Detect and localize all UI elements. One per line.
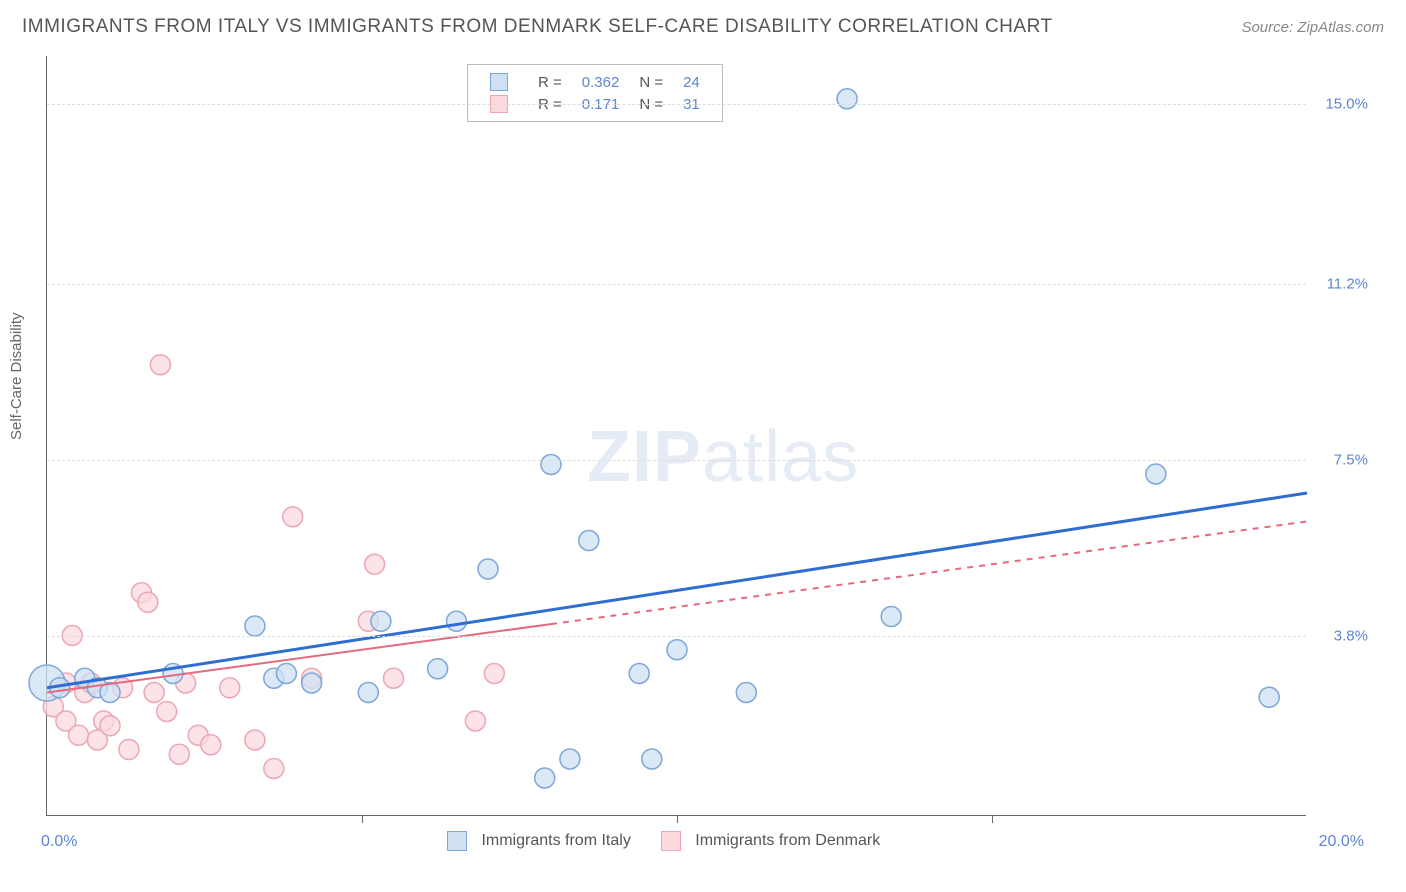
data-point-denmark bbox=[69, 725, 89, 745]
n-label: N = bbox=[629, 71, 673, 93]
y-tick-label: 11.2% bbox=[1327, 276, 1368, 293]
data-point-italy bbox=[535, 768, 555, 788]
data-point-italy bbox=[642, 749, 662, 769]
data-point-denmark bbox=[484, 664, 504, 684]
data-point-denmark bbox=[264, 759, 284, 779]
gridline bbox=[47, 284, 1306, 285]
gridline bbox=[47, 460, 1306, 461]
data-point-italy bbox=[302, 673, 322, 693]
data-point-italy bbox=[276, 664, 296, 684]
data-point-denmark bbox=[119, 740, 139, 760]
x-tick bbox=[992, 815, 993, 823]
data-point-italy bbox=[245, 616, 265, 636]
data-point-italy bbox=[447, 611, 467, 631]
data-point-italy bbox=[629, 664, 649, 684]
trendline-denmark bbox=[47, 624, 551, 692]
chart-plot-area: ZIPatlas R =0.362N =24R =0.171N =31 Immi… bbox=[46, 56, 1306, 816]
legend-item-italy: Immigrants from Italy bbox=[447, 831, 631, 851]
data-point-denmark bbox=[100, 716, 120, 736]
n-value: 24 bbox=[673, 71, 710, 93]
x-tick bbox=[677, 815, 678, 823]
data-point-denmark bbox=[169, 744, 189, 764]
x-axis-min-label: 0.0% bbox=[41, 833, 77, 851]
data-point-italy bbox=[428, 659, 448, 679]
legend-row-italy: R =0.362N =24 bbox=[480, 71, 710, 93]
x-axis-max-label: 20.0% bbox=[1319, 833, 1364, 851]
data-point-italy bbox=[371, 611, 391, 631]
correlation-legend-table: R =0.362N =24R =0.171N =31 bbox=[480, 71, 710, 115]
data-point-italy bbox=[1146, 464, 1166, 484]
data-point-italy bbox=[358, 683, 378, 703]
gridline bbox=[47, 636, 1306, 637]
swatch-denmark bbox=[661, 831, 681, 851]
scatter-plot-svg bbox=[47, 56, 1306, 815]
header: IMMIGRANTS FROM ITALY VS IMMIGRANTS FROM… bbox=[22, 16, 1384, 38]
legend-item-denmark: Immigrants from Denmark bbox=[661, 831, 880, 851]
gridline bbox=[47, 104, 1306, 105]
data-point-italy bbox=[837, 89, 857, 109]
legend-label: Immigrants from Denmark bbox=[695, 832, 880, 849]
x-tick bbox=[362, 815, 363, 823]
data-point-italy bbox=[541, 455, 561, 475]
data-point-italy bbox=[881, 607, 901, 627]
swatch-italy bbox=[490, 73, 508, 91]
data-point-italy bbox=[667, 640, 687, 660]
data-point-denmark bbox=[384, 668, 404, 688]
data-point-italy bbox=[478, 559, 498, 579]
data-point-denmark bbox=[245, 730, 265, 750]
data-point-italy bbox=[736, 683, 756, 703]
series-legend: Immigrants from Italy Immigrants from De… bbox=[447, 831, 880, 851]
data-point-denmark bbox=[138, 592, 158, 612]
data-point-italy bbox=[579, 531, 599, 551]
data-point-denmark bbox=[144, 683, 164, 703]
data-point-denmark bbox=[465, 711, 485, 731]
data-point-denmark bbox=[150, 355, 170, 375]
y-axis-label: Self-Care Disability bbox=[8, 312, 25, 440]
data-point-italy bbox=[560, 749, 580, 769]
chart-title: IMMIGRANTS FROM ITALY VS IMMIGRANTS FROM… bbox=[22, 16, 1053, 38]
y-tick-label: 15.0% bbox=[1325, 95, 1368, 112]
data-point-denmark bbox=[365, 554, 385, 574]
trendline-denmark-dashed bbox=[551, 522, 1307, 625]
r-value: 0.362 bbox=[572, 71, 630, 93]
data-point-denmark bbox=[220, 678, 240, 698]
data-point-denmark bbox=[283, 507, 303, 527]
data-point-italy bbox=[1259, 687, 1279, 707]
correlation-legend: R =0.362N =24R =0.171N =31 bbox=[467, 64, 723, 122]
y-tick-label: 7.5% bbox=[1334, 451, 1368, 468]
swatch-italy bbox=[447, 831, 467, 851]
legend-label: Immigrants from Italy bbox=[481, 832, 630, 849]
data-point-denmark bbox=[201, 735, 221, 755]
source-credit: Source: ZipAtlas.com bbox=[1241, 19, 1384, 36]
data-point-denmark bbox=[157, 702, 177, 722]
r-label: R = bbox=[528, 71, 572, 93]
y-tick-label: 3.8% bbox=[1334, 627, 1368, 644]
